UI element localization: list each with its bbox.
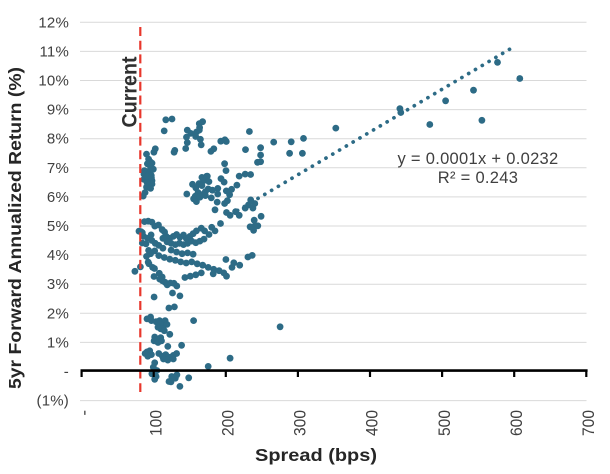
- svg-text:7%: 7%: [47, 160, 69, 177]
- svg-text:500: 500: [435, 410, 454, 436]
- svg-text:700: 700: [579, 410, 598, 436]
- svg-text:4%: 4%: [47, 247, 69, 264]
- svg-text:9%: 9%: [47, 102, 69, 119]
- svg-text:3%: 3%: [47, 276, 69, 293]
- svg-text:400: 400: [363, 410, 382, 436]
- svg-text:2%: 2%: [47, 305, 69, 322]
- svg-text:200: 200: [219, 410, 238, 436]
- svg-text:11%: 11%: [39, 43, 69, 60]
- svg-text:300: 300: [291, 410, 310, 436]
- svg-text:Current: Current: [118, 56, 141, 127]
- svg-text:1%: 1%: [47, 334, 69, 351]
- svg-text:-: -: [64, 364, 69, 381]
- svg-text:y = 0.0001x + 0.0232: y = 0.0001x + 0.0232: [397, 150, 558, 168]
- svg-text:5yr Forward Annualized Return: 5yr Forward Annualized Return (%): [5, 67, 25, 389]
- svg-text:6%: 6%: [47, 189, 69, 206]
- svg-text:600: 600: [507, 410, 526, 436]
- svg-text:12%: 12%: [38, 14, 69, 31]
- svg-text:100: 100: [146, 410, 165, 436]
- svg-text:5%: 5%: [47, 218, 69, 235]
- svg-text:Spread (bps): Spread (bps): [255, 445, 377, 465]
- svg-text:8%: 8%: [47, 131, 69, 148]
- svg-text:(1%): (1%): [37, 393, 69, 410]
- svg-text:-: -: [74, 410, 93, 416]
- svg-text:10%: 10%: [38, 73, 69, 90]
- svg-text:R² = 0.243: R² = 0.243: [438, 169, 519, 187]
